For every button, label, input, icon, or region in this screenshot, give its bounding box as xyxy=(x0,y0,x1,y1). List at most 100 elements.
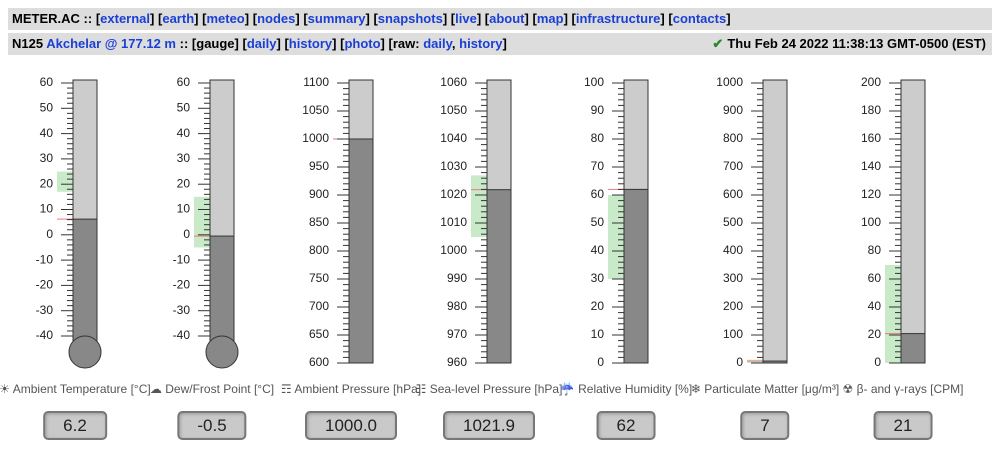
tick-label: 0 xyxy=(46,227,53,241)
tick-label: 1050 xyxy=(302,103,329,117)
tick-label: 50 xyxy=(591,215,605,229)
gauge-label: ☷ Sea-level Pressure [hPa] xyxy=(416,382,563,396)
tick-label: 100 xyxy=(723,327,743,341)
tick-label: 750 xyxy=(309,271,329,285)
bracket: [ xyxy=(571,11,576,26)
tick-label: 10 xyxy=(591,327,605,341)
bracket: [ xyxy=(532,11,537,26)
tick-label: 650 xyxy=(309,327,329,341)
bracket: ] xyxy=(234,36,239,51)
tick-label: 180 xyxy=(861,103,881,117)
value-box: 7 xyxy=(740,411,790,440)
tick-label: 100 xyxy=(584,75,604,89)
level xyxy=(762,360,788,364)
gauge-icon: ☷ xyxy=(415,382,427,396)
nav-link[interactable]: contacts xyxy=(672,11,727,26)
node-location[interactable]: Akchelar @ 177.12 m xyxy=(46,36,176,51)
tick-label: 40 xyxy=(868,299,882,313)
bracket: [ xyxy=(202,11,207,26)
gauge-label: ☶ Ambient Pressure [hPa] xyxy=(281,382,421,396)
tick-label: 60 xyxy=(591,187,605,201)
tick-label: 400 xyxy=(723,243,743,257)
level xyxy=(348,138,374,364)
tick-label: 990 xyxy=(447,271,467,285)
tick-label: 700 xyxy=(309,299,329,313)
nav-link[interactable]: infrastructure xyxy=(575,11,661,26)
bracket: ] xyxy=(726,11,731,26)
gauge-name: Ambient Pressure [hPa] xyxy=(294,382,422,396)
node-id: N125 xyxy=(12,36,44,51)
tube xyxy=(900,79,926,364)
gauge-icon: ☔ xyxy=(559,382,575,396)
nav-link[interactable]: about xyxy=(489,11,525,26)
tick-label: 50 xyxy=(177,100,191,114)
tick-label: 20 xyxy=(591,299,605,313)
raw-link[interactable]: history xyxy=(459,36,503,51)
bracket: ] xyxy=(563,11,568,26)
bracket: [ xyxy=(340,36,345,51)
nav-link[interactable]: meteo xyxy=(206,11,245,26)
tick-label: 70 xyxy=(591,159,605,173)
tick-label: 50 xyxy=(40,100,54,114)
tick-label: 1020 xyxy=(440,187,467,201)
tick-label: 20 xyxy=(40,176,54,190)
tick-label: 1000 xyxy=(440,243,467,257)
tick-label: 60 xyxy=(868,271,882,285)
raw-link[interactable]: daily xyxy=(423,36,452,51)
comma: , xyxy=(451,36,456,51)
current-view: gauge xyxy=(196,36,235,51)
nav-link[interactable]: nodes xyxy=(257,11,296,26)
tick-label: -10 xyxy=(36,252,54,266)
bracket: [ xyxy=(95,11,101,26)
bracket: [ xyxy=(242,36,247,51)
bracket: ] xyxy=(380,36,385,51)
tick-label: 1030 xyxy=(440,159,467,173)
tick-label: 700 xyxy=(723,159,743,173)
tick-label: 950 xyxy=(309,159,329,173)
gauge-icon: ☢ xyxy=(842,382,854,396)
gauge-label: ❄ Particulate Matter [μg/m³] xyxy=(691,382,839,396)
tick-label: 60 xyxy=(177,75,191,89)
value-box: 1021.9 xyxy=(443,411,535,440)
value-box: 6.2 xyxy=(43,411,107,440)
tick-label: 200 xyxy=(861,75,881,89)
view-link[interactable]: history xyxy=(288,36,333,51)
separator: :: xyxy=(83,11,93,26)
normal-range xyxy=(471,175,487,237)
nav-link[interactable]: earth xyxy=(162,11,195,26)
bracket: ] xyxy=(660,11,665,26)
raw-label: raw: xyxy=(392,36,420,51)
timestamp: Thu Feb 24 2022 11:38:13 GMT-0500 (EST) xyxy=(727,36,986,51)
nav-link[interactable]: summary xyxy=(307,11,366,26)
gauge-icon: ☶ xyxy=(280,382,292,396)
bulb xyxy=(205,335,239,369)
tick-label: 0 xyxy=(736,355,743,369)
normal-range xyxy=(57,171,73,192)
view-link[interactable]: photo xyxy=(344,36,381,51)
tick-label: -40 xyxy=(36,328,54,342)
nav-link[interactable]: live xyxy=(455,11,477,26)
tick-label: 1040 xyxy=(440,131,467,145)
bracket: [ xyxy=(388,36,393,51)
nav-bar: METER.AC :: [external] [earth] [meteo] [… xyxy=(8,8,992,30)
gauge-name: Ambient Temperature [°C] xyxy=(12,382,151,396)
site-name: METER.AC xyxy=(12,11,80,26)
bracket: ] xyxy=(502,36,507,51)
nav-link[interactable]: map xyxy=(536,11,564,26)
gauge-label: ☀ Ambient Temperature [°C] xyxy=(0,382,151,396)
tick-label: 600 xyxy=(723,187,743,201)
tick-label: 900 xyxy=(309,187,329,201)
bracket: ] xyxy=(476,11,482,26)
view-link[interactable]: daily xyxy=(246,36,277,51)
tick-label: 980 xyxy=(447,299,467,313)
bracket: ] xyxy=(194,11,199,26)
tick-label: 40 xyxy=(591,243,605,257)
nav-link[interactable]: snapshots xyxy=(377,11,443,26)
bulb xyxy=(68,335,102,369)
tick-label: 200 xyxy=(723,299,743,313)
tick-label: 900 xyxy=(723,103,743,117)
nav-link[interactable]: external xyxy=(100,11,151,26)
bracket: [ xyxy=(191,36,197,51)
tick-label: 1050 xyxy=(440,103,467,117)
